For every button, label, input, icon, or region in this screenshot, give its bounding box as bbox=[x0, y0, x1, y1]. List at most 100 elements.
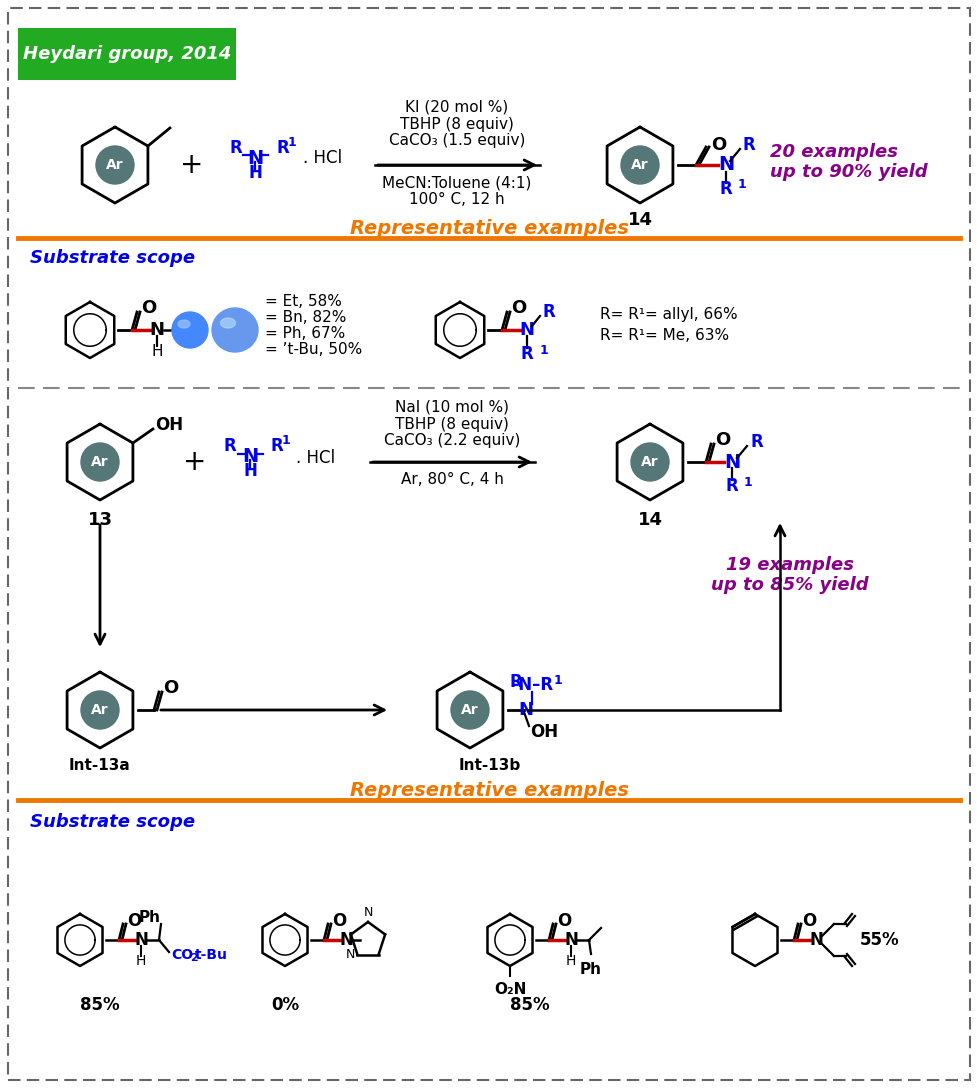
Text: Substrate scope: Substrate scope bbox=[30, 249, 195, 267]
Ellipse shape bbox=[212, 308, 258, 353]
Text: N: N bbox=[134, 931, 148, 949]
Text: Ar: Ar bbox=[106, 158, 124, 172]
Text: KI (20 mol %): KI (20 mol %) bbox=[404, 99, 508, 114]
Text: N: N bbox=[564, 931, 577, 949]
Text: O: O bbox=[714, 431, 730, 449]
Text: O: O bbox=[163, 679, 178, 697]
Text: N: N bbox=[518, 701, 533, 719]
Text: O: O bbox=[557, 912, 571, 930]
Text: N: N bbox=[808, 931, 822, 949]
Text: CO: CO bbox=[171, 948, 192, 962]
Text: +: + bbox=[183, 448, 206, 477]
Text: 100° C, 12 h: 100° C, 12 h bbox=[408, 193, 504, 208]
Circle shape bbox=[96, 146, 134, 184]
Text: O: O bbox=[710, 136, 726, 154]
Text: MeCN:Toluene (4:1): MeCN:Toluene (4:1) bbox=[382, 175, 531, 190]
Text: N: N bbox=[723, 453, 740, 471]
Text: Int-13b: Int-13b bbox=[458, 757, 521, 772]
Text: up to 85% yield: up to 85% yield bbox=[710, 576, 868, 594]
Circle shape bbox=[81, 691, 119, 729]
Text: 1: 1 bbox=[539, 344, 548, 357]
FancyBboxPatch shape bbox=[18, 28, 235, 81]
Text: R: R bbox=[224, 437, 236, 455]
Text: CaCO₃ (2.2 equiv): CaCO₃ (2.2 equiv) bbox=[383, 433, 520, 448]
Text: 1: 1 bbox=[743, 475, 752, 489]
Text: H: H bbox=[243, 462, 257, 480]
Text: = Et, 58%: = Et, 58% bbox=[265, 295, 342, 309]
Text: R: R bbox=[520, 345, 532, 363]
Text: H: H bbox=[136, 954, 146, 968]
Text: Ar: Ar bbox=[461, 703, 479, 717]
Text: t-Bu: t-Bu bbox=[194, 948, 228, 962]
Text: R: R bbox=[509, 673, 522, 691]
Text: Ar: Ar bbox=[641, 455, 658, 469]
Text: 0%: 0% bbox=[271, 996, 299, 1014]
Text: R: R bbox=[749, 433, 762, 452]
Text: O: O bbox=[801, 912, 816, 930]
Text: R: R bbox=[719, 180, 732, 198]
Text: = Bn, 82%: = Bn, 82% bbox=[265, 310, 346, 325]
Text: up to 90% yield: up to 90% yield bbox=[769, 163, 926, 181]
Text: Ph: Ph bbox=[579, 962, 602, 977]
Text: 1: 1 bbox=[287, 136, 296, 149]
Text: CaCO₃ (1.5 equiv): CaCO₃ (1.5 equiv) bbox=[389, 134, 525, 148]
Text: 14: 14 bbox=[627, 211, 652, 228]
Text: R: R bbox=[743, 136, 755, 154]
Text: 85%: 85% bbox=[510, 996, 549, 1014]
Text: R: R bbox=[542, 302, 555, 321]
Text: OH: OH bbox=[530, 724, 558, 741]
Text: R: R bbox=[270, 437, 282, 455]
Text: N: N bbox=[149, 321, 164, 339]
Text: H: H bbox=[566, 954, 575, 968]
Circle shape bbox=[620, 146, 658, 184]
Text: O₂N: O₂N bbox=[493, 982, 526, 997]
Text: = ’t-Bu, 50%: = ’t-Bu, 50% bbox=[265, 343, 361, 358]
Text: . HCl: . HCl bbox=[303, 149, 342, 166]
Text: Ph: Ph bbox=[139, 911, 161, 926]
Text: H: H bbox=[248, 164, 262, 182]
Text: Int-13a: Int-13a bbox=[69, 757, 131, 772]
Text: N: N bbox=[241, 446, 258, 466]
Text: 19 examples: 19 examples bbox=[725, 556, 853, 574]
Text: +: + bbox=[180, 151, 203, 180]
Text: N: N bbox=[519, 321, 534, 339]
Text: Ar: Ar bbox=[630, 158, 648, 172]
Text: N: N bbox=[246, 148, 263, 168]
Text: NaI (10 mol %): NaI (10 mol %) bbox=[395, 399, 508, 415]
Text: OH: OH bbox=[154, 416, 183, 434]
Text: R: R bbox=[276, 139, 288, 157]
Text: 14: 14 bbox=[637, 511, 661, 529]
Ellipse shape bbox=[220, 318, 235, 327]
Text: TBHP (8 equiv): TBHP (8 equiv) bbox=[400, 116, 513, 132]
Text: 13: 13 bbox=[87, 511, 112, 529]
Text: Ar, 80° C, 4 h: Ar, 80° C, 4 h bbox=[401, 472, 503, 487]
Text: 1: 1 bbox=[281, 434, 290, 447]
Text: R: R bbox=[725, 477, 738, 495]
Ellipse shape bbox=[178, 320, 190, 327]
Text: Ar: Ar bbox=[91, 455, 108, 469]
Text: O: O bbox=[331, 912, 346, 930]
Circle shape bbox=[450, 691, 488, 729]
Text: R= R¹= Me, 63%: R= R¹= Me, 63% bbox=[599, 327, 729, 343]
Text: . HCl: . HCl bbox=[296, 449, 335, 467]
Text: = Ph, 67%: = Ph, 67% bbox=[265, 326, 345, 342]
Text: Representative examples: Representative examples bbox=[349, 219, 628, 237]
Text: TBHP (8 equiv): TBHP (8 equiv) bbox=[395, 417, 508, 432]
Text: N: N bbox=[339, 931, 353, 949]
Text: 85%: 85% bbox=[80, 996, 120, 1014]
Text: Substrate scope: Substrate scope bbox=[30, 813, 195, 831]
Text: Heydari group, 2014: Heydari group, 2014 bbox=[22, 45, 231, 63]
Circle shape bbox=[81, 443, 119, 481]
Text: H: H bbox=[151, 344, 162, 359]
Ellipse shape bbox=[172, 312, 208, 348]
Text: N: N bbox=[362, 906, 372, 919]
Text: O: O bbox=[141, 299, 156, 317]
Text: 1: 1 bbox=[553, 673, 562, 687]
Text: R= R¹= allyl, 66%: R= R¹= allyl, 66% bbox=[599, 308, 737, 322]
Text: 2: 2 bbox=[190, 953, 197, 963]
Text: –N–R: –N–R bbox=[510, 676, 553, 694]
Text: O: O bbox=[127, 912, 141, 930]
Text: Representative examples: Representative examples bbox=[349, 780, 628, 800]
Text: Ar: Ar bbox=[91, 703, 108, 717]
Text: O: O bbox=[510, 299, 526, 317]
